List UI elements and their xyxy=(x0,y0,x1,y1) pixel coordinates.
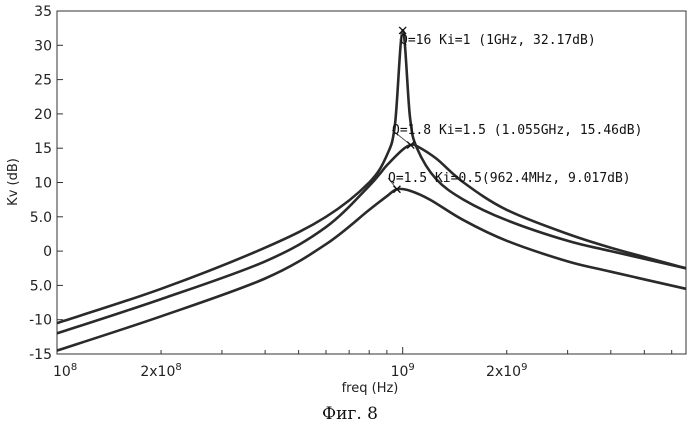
x-tick-base: 2x10 xyxy=(140,364,175,380)
annotation-label: Q=1.8 Ki=1.5 (1.055GHz, 15.46dB) xyxy=(392,123,642,138)
series-group xyxy=(57,30,686,350)
y-tick-label: 20 xyxy=(34,107,52,123)
x-tick-exponent: 9 xyxy=(408,362,414,373)
annotation-label: Q=16 Ki=1 (1GHz, 32.17dB) xyxy=(400,33,596,48)
y-tick-label: -15 xyxy=(29,347,52,363)
figure-caption: Фиг. 8 xyxy=(0,404,700,424)
x-tick-label: 2x108 xyxy=(140,362,181,380)
y-axis-label: Kv (dB) xyxy=(6,158,21,206)
x-tick-label: 108 xyxy=(53,362,77,380)
y-tick-label: 0 xyxy=(43,244,52,260)
y-tick-label: 30 xyxy=(34,38,52,54)
y-tick-label: -10 xyxy=(29,313,52,329)
x-tick-exponent: 9 xyxy=(521,362,527,373)
y-tick-label: 15 xyxy=(34,141,52,157)
y-tick-label: 5.0 xyxy=(30,278,52,294)
x-tick-base: 10 xyxy=(53,364,71,380)
x-tick-base: 2x10 xyxy=(486,364,521,380)
annotation-label: Q=1.5 Ki=0.5(962.4MHz, 9.017dB) xyxy=(388,171,631,186)
x-axis-ticks: 1082x1081092x109 xyxy=(53,347,672,380)
x-tick-label: 2x109 xyxy=(486,362,527,380)
y-tick-label: 25 xyxy=(34,73,52,89)
y-axis-ticks: 35 30 25 20 15 10 5.0 0 5.0 -10 -15 xyxy=(29,4,63,363)
series-line-3 xyxy=(57,189,686,351)
x-tick-base: 10 xyxy=(391,364,409,380)
y-tick-label: 35 xyxy=(34,4,52,20)
x-tick-exponent: 8 xyxy=(71,362,77,373)
y-tick-label: 5.0 xyxy=(30,210,52,226)
x-tick-label: 109 xyxy=(391,362,415,380)
x-axis-label: freq (Hz) xyxy=(342,381,399,396)
y-tick-label: 10 xyxy=(34,176,52,192)
x-tick-exponent: 8 xyxy=(175,362,181,373)
